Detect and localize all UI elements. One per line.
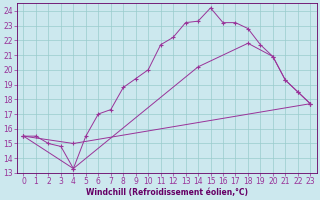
X-axis label: Windchill (Refroidissement éolien,°C): Windchill (Refroidissement éolien,°C): [86, 188, 248, 197]
